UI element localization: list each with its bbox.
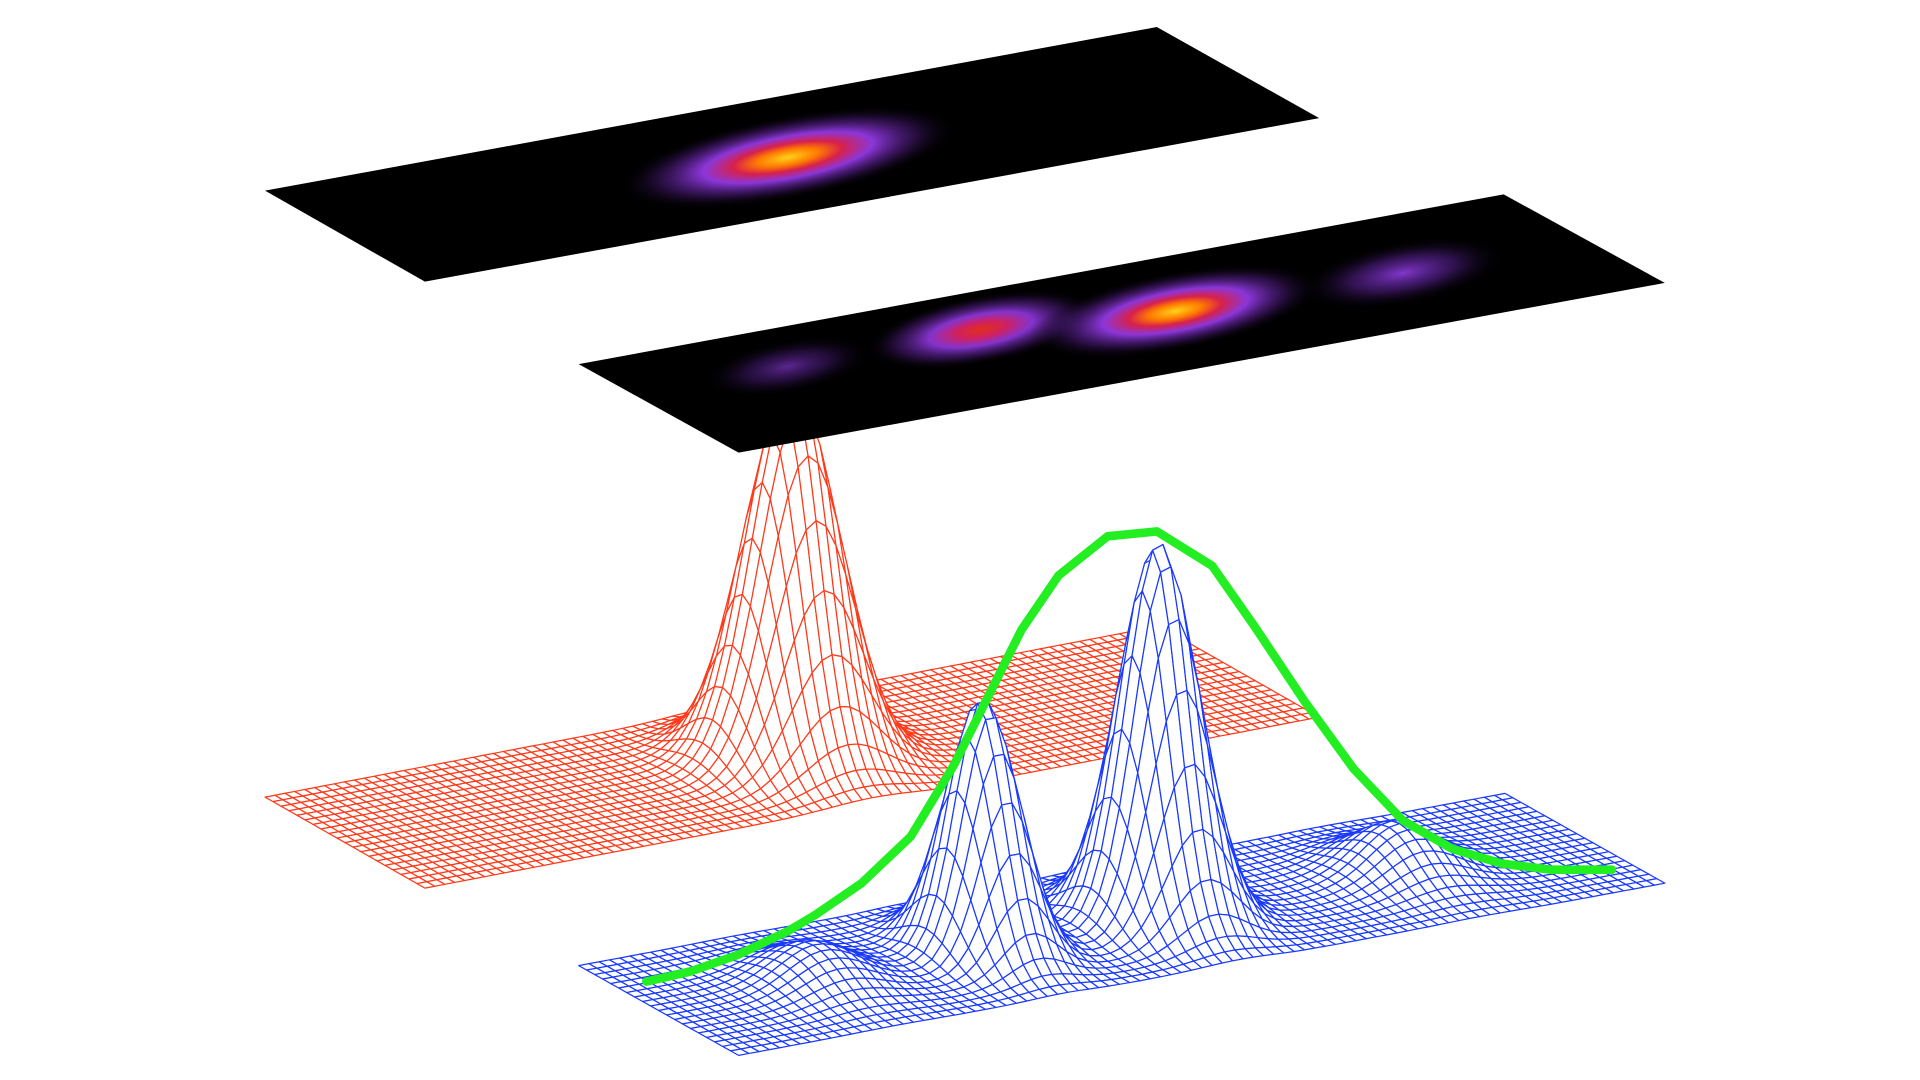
top-image-plane	[265, 27, 1320, 282]
middle-image-plane	[578, 194, 1665, 453]
green-fit-curve	[642, 527, 1617, 986]
blue-wireframe-surface	[578, 543, 1666, 1057]
mesh-cell	[1645, 878, 1666, 886]
